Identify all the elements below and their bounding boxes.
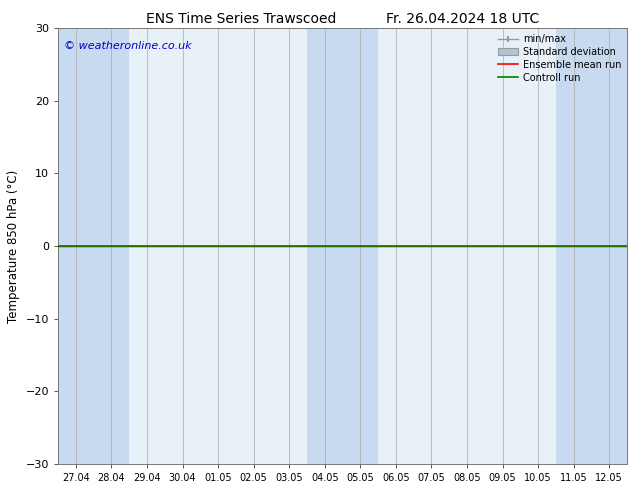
Legend: min/max, Standard deviation, Ensemble mean run, Controll run: min/max, Standard deviation, Ensemble me… xyxy=(495,30,625,87)
Bar xyxy=(307,28,378,464)
Bar xyxy=(556,28,627,464)
Text: Fr. 26.04.2024 18 UTC: Fr. 26.04.2024 18 UTC xyxy=(386,12,540,26)
Text: © weatheronline.co.uk: © weatheronline.co.uk xyxy=(64,41,191,51)
Text: ENS Time Series Trawscoed: ENS Time Series Trawscoed xyxy=(146,12,336,26)
Bar xyxy=(58,28,129,464)
Y-axis label: Temperature 850 hPa (°C): Temperature 850 hPa (°C) xyxy=(7,170,20,323)
